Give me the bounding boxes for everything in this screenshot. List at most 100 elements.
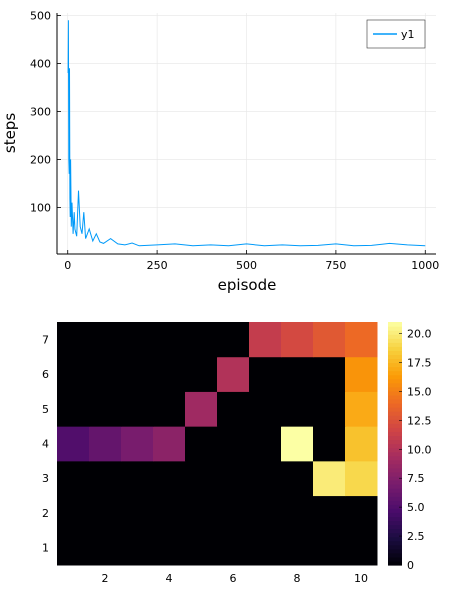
heatmap-cell — [217, 460, 250, 497]
colorbar-segment — [388, 520, 402, 526]
colorbar-tick-label: 15.0 — [407, 385, 432, 398]
heatmap-cell — [89, 356, 122, 392]
colorbar-segment — [388, 475, 402, 481]
heatmap-y-tick-label: 2 — [42, 507, 49, 520]
colorbar-segment — [388, 508, 402, 513]
heatmap-cell — [153, 495, 186, 531]
line-y-tick-label: 400 — [30, 57, 51, 70]
colorbar-segment — [388, 423, 402, 428]
heatmap-cell — [185, 322, 218, 358]
colorbar-segment — [388, 492, 402, 497]
heatmap-cell — [313, 426, 346, 462]
colorbar-segment — [388, 504, 402, 509]
colorbar-segment — [388, 439, 402, 445]
heatmap-cell — [185, 495, 218, 531]
heatmap-y-tick-label: 5 — [42, 403, 49, 416]
heatmap-cell — [185, 460, 218, 497]
heatmap-x-tick-label: 4 — [166, 572, 173, 585]
heatmap-cell — [121, 356, 154, 392]
heatmap-cell — [89, 391, 122, 427]
heatmap-cell — [185, 391, 218, 427]
colorbar-segment — [388, 378, 402, 384]
colorbar-segment — [388, 350, 402, 355]
line-y-tick-label: 200 — [30, 153, 51, 166]
heatmap-cell — [89, 460, 122, 497]
heatmap-cell — [249, 460, 282, 497]
colorbar-segment — [388, 358, 402, 364]
colorbar-segment — [388, 431, 402, 436]
colorbar-segment — [388, 403, 402, 408]
heatmap-y-tick-label: 3 — [42, 472, 49, 485]
colorbar-tick-label: 2.5 — [407, 530, 425, 543]
colorbar-segment — [388, 528, 402, 534]
heatmap-cell — [217, 391, 250, 427]
heatmap-cell — [249, 322, 282, 358]
heatmap-cell — [121, 530, 154, 566]
heatmap-cell — [121, 426, 154, 462]
heatmap-x-tick-label: 6 — [230, 572, 237, 585]
colorbar-tick-label: 0 — [407, 559, 414, 572]
colorbar-segment — [388, 326, 402, 331]
heatmap-cell — [313, 322, 346, 358]
colorbar-segment — [388, 443, 402, 449]
colorbar-segment — [388, 548, 402, 554]
colorbar-segment — [388, 488, 402, 493]
legend-label-y1: y1 — [401, 28, 415, 41]
heatmap-cell — [217, 356, 250, 392]
heatmap-cell — [89, 322, 122, 358]
colorbar-tick-label: 5.0 — [407, 501, 425, 514]
series-y1-line — [67, 20, 426, 247]
heatmap-cell — [217, 322, 250, 358]
heatmap-cell — [89, 530, 122, 566]
heatmap-cell — [217, 426, 250, 462]
heatmap-cell — [57, 356, 90, 392]
heatmap-cell — [313, 530, 346, 566]
heatmap-cell — [57, 495, 90, 531]
colorbar-segment — [388, 390, 402, 396]
colorbar-segment — [388, 560, 402, 566]
heatmap-cell — [345, 495, 378, 531]
heatmap-cell — [185, 530, 218, 566]
heatmap-cell — [313, 495, 346, 531]
colorbar-segment — [388, 386, 402, 392]
heatmap-cell — [121, 460, 154, 497]
colorbar-segment — [388, 398, 402, 404]
colorbar-segment — [388, 419, 402, 424]
heatmap-cell — [345, 460, 378, 497]
colorbar-tick-label: 20.0 — [407, 328, 432, 341]
colorbar-segment — [388, 467, 402, 473]
heatmap-cell — [345, 426, 378, 462]
heatmap-cell — [281, 322, 314, 358]
heatmap-cell — [121, 495, 154, 531]
heatmap-cell — [121, 322, 154, 358]
heatmap-cell — [89, 426, 122, 462]
heatmap-cell — [249, 426, 282, 462]
colorbar-segment — [388, 330, 402, 335]
colorbar-segment — [388, 471, 402, 477]
heatmap-cell — [217, 530, 250, 566]
heatmap-cell — [281, 495, 314, 531]
heatmap-cell — [185, 356, 218, 392]
heatmap-cell — [121, 391, 154, 427]
colorbar-segment — [388, 447, 402, 453]
heatmap-cell — [281, 391, 314, 427]
colorbar-segment — [388, 500, 402, 505]
legend: y1 — [366, 19, 426, 49]
heatmap-x-tick-label: 2 — [102, 572, 109, 585]
colorbar-segment — [388, 512, 402, 517]
colorbar-segment — [388, 540, 402, 546]
heatmap-cell — [345, 530, 378, 566]
colorbar-segment — [388, 342, 402, 347]
heatmap-cell — [89, 495, 122, 531]
colorbar-segment — [388, 524, 402, 530]
heatmap-cell — [153, 322, 186, 358]
heatmap-cell — [185, 426, 218, 462]
heatmap-y-tick-label: 7 — [42, 333, 49, 346]
colorbar-segment — [388, 435, 402, 441]
colorbar-segment — [388, 455, 402, 461]
heatmap-cell — [153, 530, 186, 566]
line-y-label: steps — [1, 113, 19, 153]
heatmap-cell — [345, 322, 378, 358]
heatmap-y-tick-label: 4 — [42, 438, 49, 451]
heatmap-cell — [313, 460, 346, 497]
